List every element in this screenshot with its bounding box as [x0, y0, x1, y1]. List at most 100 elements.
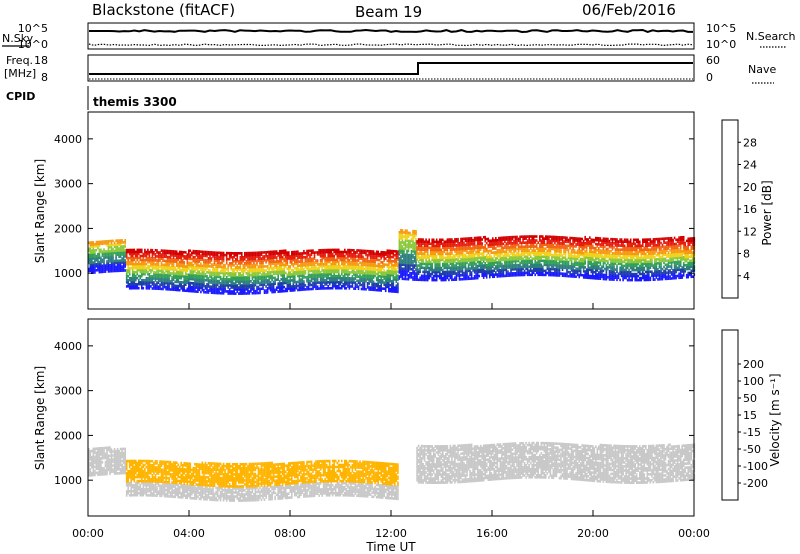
scatter-cell: [274, 262, 276, 265]
scatter-cell: [194, 255, 196, 259]
scatter-cell: [313, 277, 316, 281]
scatter-cell: [469, 267, 471, 270]
scatter-cell: [231, 260, 234, 263]
scatter-cell: [131, 250, 134, 254]
scatter-cell: [145, 283, 148, 286]
scatter-cell: [431, 238, 433, 242]
scatter-cell: [209, 259, 211, 262]
scatter-cell: [280, 249, 282, 253]
scatter-cell: [476, 272, 479, 276]
scatter-cell: [195, 252, 198, 255]
scatter-cell: [348, 262, 351, 266]
scatter-cell: [185, 279, 187, 282]
scatter-cell: [145, 262, 148, 266]
scatter-cell: [339, 278, 342, 282]
scatter-cell: [398, 249, 401, 252]
scatter-cell: [336, 252, 339, 256]
scatter-cell: [136, 286, 139, 290]
scatter-cell: [257, 271, 260, 275]
scatter-cell: [431, 262, 433, 266]
scatter-cell: [306, 253, 308, 257]
scatter-cell: [371, 282, 373, 285]
scatter-cell: [206, 264, 208, 268]
scatter-cell: [318, 273, 320, 276]
scatter-cell: [278, 266, 281, 269]
scatter-cell: [334, 260, 337, 264]
scatter-cell: [331, 258, 334, 262]
scatter-cell: [461, 255, 464, 259]
scatter-cell: [233, 260, 235, 263]
scatter-cell: [351, 283, 354, 286]
scatter-cell: [431, 252, 433, 256]
scatter-cell: [360, 253, 363, 256]
scatter-cell: [262, 283, 264, 286]
scatter-cell: [153, 267, 155, 270]
scatter-cell: [119, 245, 122, 248]
scatter-cell: [451, 272, 453, 276]
scatter-cell: [107, 245, 110, 249]
scatter-cell: [154, 263, 157, 266]
scatter-cell: [455, 244, 458, 247]
scatter-cell: [183, 279, 185, 282]
scatter-cell: [88, 259, 90, 263]
scatter-cell: [151, 287, 154, 290]
scatter-cell: [321, 257, 323, 260]
scatter-cell: [142, 262, 145, 266]
scatter-cell: [238, 262, 240, 265]
scatter-cell: [180, 256, 182, 260]
scatter-cell: [442, 272, 444, 276]
scatter-cell: [300, 288, 302, 292]
scatter-cell: [288, 253, 290, 256]
scatter-cell: [115, 265, 117, 269]
scatter-cell: [425, 276, 427, 280]
scatter-cell: [281, 283, 284, 287]
scatter-cell: [244, 258, 246, 261]
scatter-cell: [472, 238, 474, 242]
scatter-cell: [259, 291, 261, 295]
scatter-cell: [406, 233, 408, 237]
scatter-cell: [156, 287, 158, 290]
scatter-cell: [448, 246, 450, 249]
scatter-cell: [439, 248, 441, 252]
scatter-cell: [259, 277, 261, 281]
scatter-cell: [448, 256, 450, 260]
cpid-value: themis 3300: [93, 95, 177, 109]
scatter-cell: [452, 270, 455, 273]
scatter-cell: [130, 252, 132, 256]
scatter-cell: [236, 258, 239, 261]
scatter-cell: [333, 284, 335, 288]
scatter-cell: [94, 265, 96, 268]
scatter-cell: [194, 270, 196, 273]
scatter-cell: [239, 252, 242, 255]
scatter-cell: [397, 278, 399, 282]
scatter-cell: [309, 283, 311, 287]
scatter-cell: [289, 265, 292, 268]
scatter-cell: [298, 254, 301, 257]
scatter-cell: [128, 260, 131, 264]
scatter-cell: [534, 239, 536, 242]
scatter-cell: [194, 282, 196, 285]
scatter-cell: [160, 249, 163, 252]
scatter-cell: [148, 260, 151, 264]
scatter-cell: [188, 255, 190, 258]
scatter-cell: [280, 267, 282, 271]
scatter-cell: [307, 251, 310, 255]
scatter-cell: [131, 266, 134, 270]
scatter-cell: [242, 272, 245, 275]
scatter-cell: [372, 270, 375, 273]
scatter-cell: [381, 263, 384, 266]
scatter-cell: [397, 276, 399, 280]
scatter-cell: [345, 256, 348, 260]
scatter-cell: [295, 254, 298, 258]
scatter-cell: [404, 243, 407, 246]
scatter-cell: [125, 250, 128, 254]
scatter-cell: [404, 259, 407, 263]
scatter-cell: [331, 270, 334, 274]
scatter-cell: [464, 237, 467, 240]
scatter-cell: [463, 257, 465, 261]
scatter-cell: [334, 284, 337, 288]
scatter-cell: [318, 281, 320, 284]
scatter-cell: [242, 292, 245, 295]
scatter-cell: [478, 238, 480, 241]
scatter-cell: [281, 277, 284, 281]
